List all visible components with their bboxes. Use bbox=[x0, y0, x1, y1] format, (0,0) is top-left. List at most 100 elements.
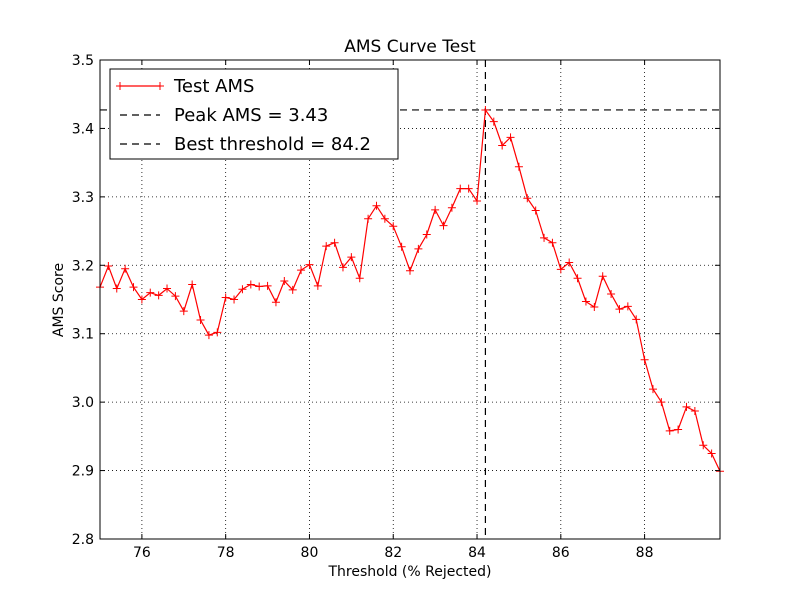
x-tick-label: 84 bbox=[468, 545, 486, 561]
x-tick-label: 82 bbox=[384, 545, 402, 561]
data-point bbox=[397, 242, 406, 251]
data-point bbox=[355, 274, 364, 283]
data-point bbox=[414, 244, 423, 253]
data-point bbox=[406, 266, 414, 275]
x-tick-label: 76 bbox=[133, 545, 151, 561]
x-tick-label: 88 bbox=[636, 545, 654, 561]
legend-entry-test-ams: Test AMS bbox=[116, 76, 254, 97]
data-point bbox=[481, 105, 490, 114]
data-point bbox=[204, 331, 213, 340]
data-point bbox=[154, 291, 163, 300]
x-tick-labels: 76 78 80 82 84 86 88 bbox=[133, 545, 654, 561]
legend-label-best-threshold: Best threshold = 84.2 bbox=[174, 134, 371, 155]
legend-entry-best-threshold: Best threshold = 84.2 bbox=[120, 134, 371, 155]
data-point bbox=[531, 206, 540, 215]
data-point bbox=[665, 426, 674, 435]
y-tick-label: 2.8 bbox=[72, 532, 94, 548]
data-point bbox=[489, 117, 498, 126]
data-point bbox=[615, 305, 624, 314]
data-point bbox=[648, 385, 657, 394]
x-tick-label: 78 bbox=[217, 545, 235, 561]
data-point bbox=[498, 141, 507, 150]
data-point bbox=[305, 260, 314, 269]
data-point bbox=[338, 263, 347, 272]
data-point bbox=[263, 281, 272, 290]
data-point bbox=[707, 449, 716, 458]
reference-lines bbox=[100, 60, 720, 539]
chart-title: AMS Curve Test bbox=[344, 37, 476, 57]
legend: Test AMS Peak AMS = 3.43 Best threshold … bbox=[109, 68, 399, 160]
data-point bbox=[137, 295, 146, 304]
data-point bbox=[548, 238, 557, 247]
y-tick-label: 3.0 bbox=[72, 395, 94, 411]
data-point bbox=[607, 290, 616, 299]
legend-entry-peak-ams: Peak AMS = 3.43 bbox=[120, 105, 328, 126]
data-point bbox=[129, 283, 138, 292]
data-point bbox=[171, 292, 180, 301]
data-point bbox=[556, 265, 565, 274]
data-point bbox=[640, 355, 649, 364]
y-tick-label: 3.4 bbox=[72, 121, 94, 137]
data-point bbox=[380, 214, 389, 223]
data-point bbox=[598, 272, 607, 281]
data-point bbox=[581, 297, 590, 306]
data-point bbox=[221, 293, 230, 302]
data-point bbox=[456, 184, 465, 193]
data-point bbox=[431, 205, 440, 214]
data-point bbox=[447, 203, 456, 212]
y-tick-label: 2.9 bbox=[72, 464, 94, 480]
data-point bbox=[121, 264, 130, 273]
legend-label-test-ams: Test AMS bbox=[173, 76, 254, 97]
data-point bbox=[632, 315, 641, 324]
data-point bbox=[623, 302, 632, 311]
x-axis-label: Threshold (% Rejected) bbox=[327, 564, 491, 580]
data-point bbox=[573, 274, 582, 283]
data-point bbox=[699, 441, 708, 450]
data-point bbox=[280, 277, 289, 286]
data-point bbox=[271, 298, 280, 307]
legend-label-peak-ams: Peak AMS = 3.43 bbox=[174, 105, 328, 126]
data-point bbox=[238, 285, 247, 294]
data-point bbox=[682, 402, 691, 411]
x-tick-label: 80 bbox=[301, 545, 319, 561]
data-point bbox=[590, 303, 599, 312]
data-point bbox=[196, 316, 205, 325]
grid-lines bbox=[100, 60, 720, 539]
data-point bbox=[297, 266, 306, 275]
data-point bbox=[473, 196, 482, 205]
data-point bbox=[690, 407, 699, 416]
data-point bbox=[347, 253, 356, 262]
data-point bbox=[674, 425, 683, 434]
data-point bbox=[213, 328, 222, 337]
data-point bbox=[230, 295, 239, 304]
plot-frame bbox=[99, 59, 721, 540]
y-axis-label: AMS Score bbox=[51, 263, 67, 337]
data-point bbox=[389, 222, 398, 231]
data-point bbox=[364, 214, 373, 223]
data-point bbox=[313, 281, 322, 290]
data-point bbox=[372, 201, 381, 210]
legend-marker-test-ams bbox=[116, 82, 164, 90]
data-point bbox=[112, 284, 121, 293]
y-tick-label: 3.3 bbox=[72, 190, 94, 206]
data-point bbox=[422, 230, 431, 239]
series-layer bbox=[96, 105, 724, 476]
data-point bbox=[565, 258, 574, 267]
x-tick-label: 86 bbox=[552, 545, 570, 561]
data-point bbox=[523, 194, 532, 203]
y-tick-label: 3.1 bbox=[72, 327, 94, 343]
data-point bbox=[188, 280, 197, 289]
y-tick-label: 3.2 bbox=[72, 258, 94, 274]
data-point bbox=[288, 285, 297, 294]
data-point bbox=[255, 282, 264, 291]
data-point bbox=[146, 288, 155, 297]
data-point bbox=[179, 307, 188, 316]
data-point bbox=[330, 238, 339, 247]
y-tick-label: 3.5 bbox=[72, 53, 94, 69]
data-point bbox=[104, 261, 113, 270]
data-point bbox=[540, 233, 549, 242]
data-point bbox=[514, 162, 523, 171]
data-point bbox=[506, 133, 515, 142]
data-point bbox=[464, 184, 473, 193]
